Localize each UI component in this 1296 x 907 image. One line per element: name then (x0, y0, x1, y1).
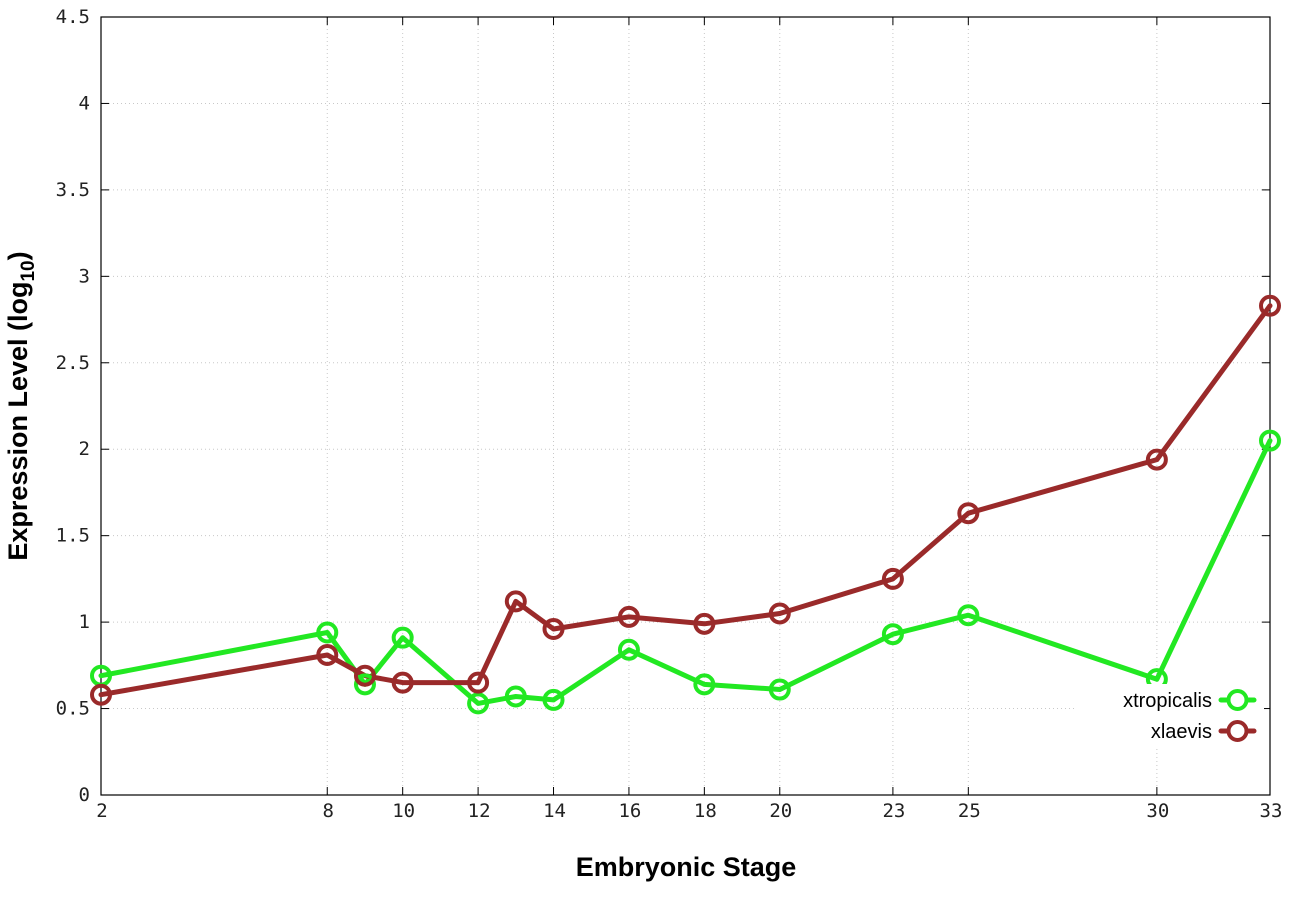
data-point-xtropicalis (957, 604, 980, 627)
data-point-xlaevis (353, 664, 376, 687)
data-point-xtropicalis (768, 678, 791, 701)
x-tick-label: 33 (1260, 800, 1283, 822)
data-point-xlaevis (768, 602, 791, 625)
data-point-xlaevis (90, 683, 112, 706)
x-tick-label: 2 (96, 800, 107, 822)
y-tick-label: 2.5 (56, 352, 90, 374)
y-axis-title: Expression Level (log10) (3, 251, 39, 560)
legend: xtropicalis xlaevis (1074, 684, 1264, 748)
y-tick-label: 1.5 (56, 525, 90, 547)
y-axis-title-close: ) (3, 251, 33, 260)
x-tick-label: 16 (618, 800, 641, 822)
series-line-xlaevis (98, 303, 1273, 698)
data-point-xtropicalis (1259, 429, 1281, 452)
legend-label: xlaevis (1151, 721, 1212, 743)
data-point-xlaevis (693, 612, 716, 635)
data-point-xtropicalis (542, 688, 565, 711)
x-tick-label: 12 (468, 800, 491, 822)
data-point-xtropicalis (881, 623, 904, 646)
y-tick-label: 4.5 (56, 6, 90, 28)
data-point-xlaevis (391, 671, 414, 694)
y-tick-label: 3 (79, 265, 90, 287)
data-point-xtropicalis (617, 638, 640, 661)
data-point-xtropicalis (693, 673, 716, 696)
y-tick-label: 2 (79, 438, 90, 460)
x-axis-title: Embryonic Stage (576, 852, 797, 882)
data-point-xlaevis (504, 590, 527, 613)
series-layer (90, 294, 1281, 715)
legend-label: xtropicalis (1123, 690, 1212, 712)
plot-frame (100, 16, 1271, 796)
data-point-xtropicalis (391, 626, 414, 649)
y-axis-title-subscript: 10 (18, 260, 39, 281)
tick-label-layer: 0 0.5 1 1.5 2 2.5 3 3.5 4 4.5 2 8 10 12 14 16 18 20 23 25 30… (56, 6, 1283, 822)
x-tick-label: 8 (323, 800, 334, 822)
data-point-xlaevis (881, 567, 904, 590)
legend-swatch-marker (1226, 689, 1249, 711)
x-tick-label: 25 (958, 800, 981, 822)
x-tick-label: 18 (694, 800, 717, 822)
data-point-xlaevis (542, 618, 565, 641)
data-point-xlaevis (617, 605, 640, 628)
data-point-xtropicalis (353, 673, 376, 696)
x-tick-label: 20 (769, 800, 792, 822)
x-tick-label: 23 (882, 800, 905, 822)
data-point-xlaevis (1259, 294, 1281, 317)
x-tick-label: 10 (392, 800, 415, 822)
y-axis-title-main: Expression Level (log (3, 282, 33, 561)
x-tick-label: 14 (543, 800, 566, 822)
y-tick-label: 0 (79, 784, 90, 806)
y-tick-label: 3.5 (56, 179, 90, 201)
x-tick-label: 30 (1146, 800, 1169, 822)
data-point-xtropicalis (504, 685, 527, 708)
y-tick-label: 4 (79, 92, 90, 114)
data-point-xlaevis (957, 502, 980, 525)
y-tick-label: 1 (79, 611, 90, 633)
legend-swatch-marker (1226, 720, 1249, 742)
data-point-xtropicalis (467, 692, 490, 715)
y-tick-label: 0.5 (56, 698, 90, 720)
data-point-xlaevis (1145, 448, 1168, 471)
data-point-xlaevis (316, 643, 339, 666)
data-point-xtropicalis (316, 621, 339, 644)
data-point-xlaevis (467, 671, 490, 694)
